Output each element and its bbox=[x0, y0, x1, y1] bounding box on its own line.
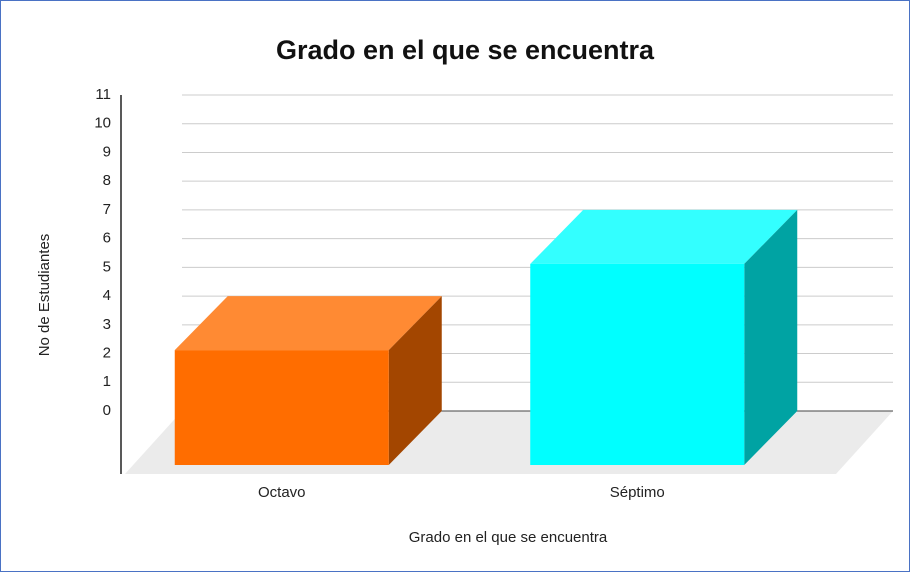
bar-top bbox=[174, 296, 442, 351]
y-tick-label: 7 bbox=[103, 201, 111, 218]
y-tick-label: 3 bbox=[103, 316, 111, 333]
bar bbox=[174, 296, 442, 465]
y-axis-label: No de Estudiantes bbox=[36, 234, 53, 357]
y-tick-label: 10 bbox=[94, 115, 111, 132]
y-tick-label: 1 bbox=[103, 373, 111, 390]
y-tick-label: 11 bbox=[95, 86, 111, 103]
y-tick-label: 8 bbox=[103, 172, 111, 189]
bar-side bbox=[388, 296, 442, 465]
y-tick-label: 4 bbox=[103, 287, 111, 304]
x-axis-label: Grado en el que se encuentra bbox=[409, 529, 608, 546]
y-tick-label: 6 bbox=[103, 230, 111, 247]
y-tick-label: 9 bbox=[103, 143, 111, 160]
bar-side bbox=[744, 209, 798, 465]
bar-front bbox=[174, 350, 389, 465]
bar-front bbox=[530, 263, 745, 465]
y-tick-label: 2 bbox=[103, 345, 111, 362]
bar-top bbox=[530, 209, 798, 264]
x-tick-label: Octavo bbox=[258, 484, 306, 501]
bar bbox=[530, 209, 798, 465]
y-tick-label: 0 bbox=[103, 402, 111, 419]
chart-title: Grado en el que se encuentra bbox=[276, 35, 655, 65]
y-tick-label: 5 bbox=[103, 258, 111, 275]
x-tick-label: Séptimo bbox=[610, 484, 665, 501]
